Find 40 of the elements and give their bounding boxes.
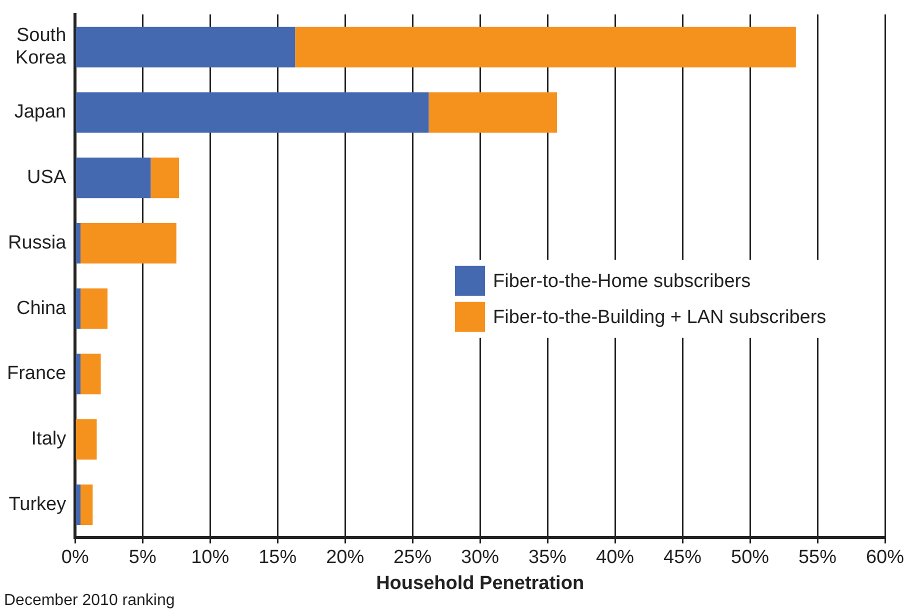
y-tick-label: South Korea [15, 24, 67, 69]
x-tick-label: 35% [528, 547, 567, 568]
bar [80, 222, 176, 264]
bar [76, 419, 97, 460]
x-tick-label: 10% [191, 547, 230, 568]
x-tick-label: 50% [731, 547, 770, 568]
x-tick-label: 60% [866, 547, 904, 568]
bar [76, 222, 81, 264]
x-tick-label: 55% [798, 547, 837, 568]
bar [76, 354, 81, 394]
legend-label: Fiber-to-the-Home subscribers [493, 271, 751, 292]
bar [76, 288, 81, 329]
x-tick-label: 5% [128, 547, 156, 568]
x-tick-label: 15% [258, 547, 297, 568]
text: December 2010 ranking [4, 592, 175, 610]
x-axis-title: Household Penetration [376, 572, 584, 594]
bar [76, 484, 81, 525]
bar [76, 158, 151, 198]
y-tick-label: Russia [8, 232, 67, 254]
bar [295, 26, 796, 68]
y-tick-label: Italy [31, 428, 67, 450]
x-tick-label: 45% [664, 547, 702, 568]
legend-label: Fiber-to-the-Building + LAN subscribers [493, 307, 826, 328]
bar [76, 92, 429, 133]
bar [80, 354, 101, 394]
y-tick-label: Turkey [8, 494, 67, 515]
x-tick-label: 0% [61, 547, 89, 568]
y-tick-label: Japan [14, 102, 66, 123]
x-tick-label: 30% [461, 547, 500, 568]
x-tick-label: 40% [596, 547, 634, 568]
bar [76, 26, 296, 68]
y-tick-label: France [6, 363, 66, 384]
bar [80, 484, 93, 525]
bar [80, 288, 108, 329]
bar [150, 158, 180, 198]
y-tick-label: China [16, 298, 67, 319]
bar [428, 92, 558, 133]
x-tick-label: 20% [326, 547, 364, 568]
y-tick-label: USA [27, 167, 66, 188]
x-tick-label: 25% [394, 547, 432, 568]
